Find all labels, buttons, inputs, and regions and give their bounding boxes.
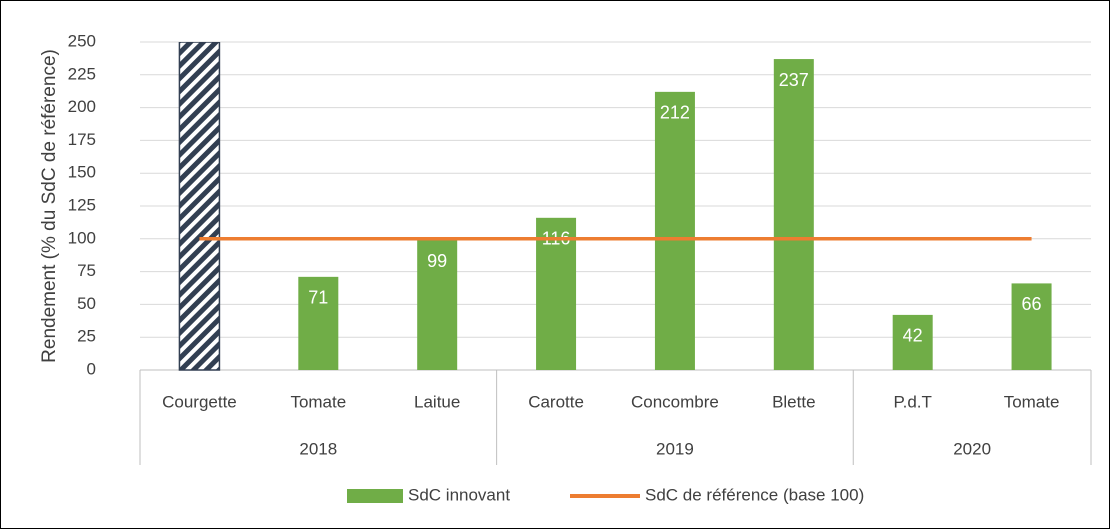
bar — [773, 59, 814, 370]
group-label: 2020 — [953, 439, 991, 458]
x-tick-label: Tomate — [290, 392, 346, 411]
legend-label: SdC de référence (base 100) — [645, 485, 864, 504]
x-tick-label: Carotte — [528, 392, 584, 411]
y-tick-label: 50 — [77, 294, 96, 313]
y-tick-label: 75 — [77, 261, 96, 280]
x-tick-label: Tomate — [1004, 392, 1060, 411]
y-tick-label: 100 — [68, 228, 96, 247]
group-label: 2018 — [299, 439, 337, 458]
y-tick-label: 225 — [68, 64, 96, 83]
bar — [417, 240, 458, 370]
data-label: 66 — [1022, 294, 1042, 314]
data-label: 71 — [308, 288, 328, 308]
data-label: 212 — [660, 103, 690, 123]
x-tick-label: Concombre — [631, 392, 719, 411]
data-label: 99 — [427, 251, 447, 271]
legend-swatch — [347, 489, 403, 503]
bar — [654, 91, 695, 370]
y-tick-label: 125 — [68, 195, 96, 214]
bar — [1011, 283, 1052, 370]
data-label: 237 — [779, 70, 809, 90]
group-label: 2019 — [656, 439, 694, 458]
x-tick-label: Blette — [772, 392, 815, 411]
y-tick-label: 175 — [68, 130, 96, 149]
y-axis-title: Rendement (% du SdC de référence) — [39, 49, 60, 363]
x-tick-label: Laitue — [414, 392, 460, 411]
y-tick-label: 150 — [68, 163, 96, 182]
y-tick-label: 250 — [68, 31, 96, 50]
bar — [892, 314, 933, 370]
y-tick-label: 0 — [87, 359, 96, 378]
bar — [298, 276, 339, 370]
plot-area — [178, 42, 1052, 371]
data-label: 42 — [903, 326, 923, 346]
bar — [536, 217, 577, 370]
x-tick-label: Courgette — [162, 392, 237, 411]
bar — [178, 42, 221, 371]
y-tick-label: 25 — [77, 327, 96, 346]
legend-label: SdC innovant — [408, 485, 510, 504]
x-tick-label: P.d.T — [893, 392, 931, 411]
y-tick-label: 200 — [68, 97, 96, 116]
